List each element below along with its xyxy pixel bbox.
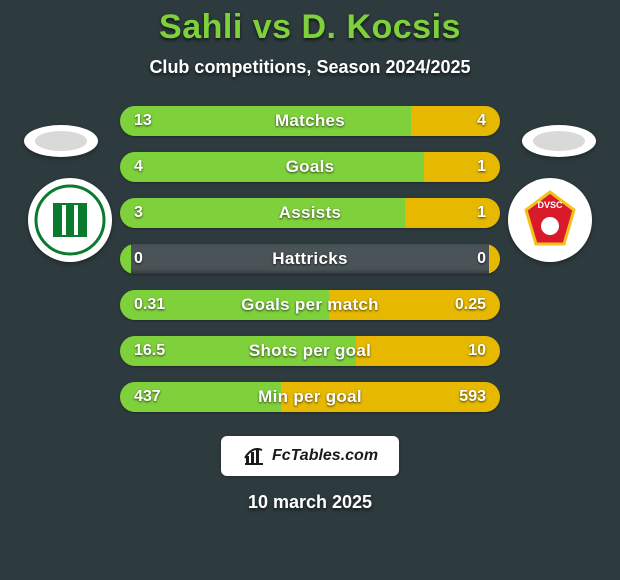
stat-row: 41Goals xyxy=(120,152,500,182)
watermark: FcTables.com xyxy=(221,436,399,476)
page-subtitle: Club competitions, Season 2024/2025 xyxy=(149,57,470,78)
person-silhouette-icon xyxy=(531,129,587,153)
club-right-logo: DVSC xyxy=(508,178,592,262)
stat-label: Matches xyxy=(120,106,500,136)
stat-row: 0.310.25Goals per match xyxy=(120,290,500,320)
stat-row: 437593Min per goal xyxy=(120,382,500,412)
stat-label: Goals per match xyxy=(120,290,500,320)
club-left-logo xyxy=(28,178,112,262)
player-right-avatar xyxy=(522,125,596,157)
club-badge-icon xyxy=(34,184,106,256)
svg-text:DVSC: DVSC xyxy=(537,200,563,210)
bar-chart-icon xyxy=(242,444,266,468)
comparison-card: Sahli vs D. Kocsis Club competitions, Se… xyxy=(0,0,620,580)
stat-row: 134Matches xyxy=(120,106,500,136)
stat-label: Hattricks xyxy=(120,244,500,274)
stat-label: Shots per goal xyxy=(120,336,500,366)
club-badge-icon: DVSC xyxy=(514,184,586,256)
stat-row: 16.510Shots per goal xyxy=(120,336,500,366)
stat-row: 00Hattricks xyxy=(120,244,500,274)
date-stamp: 10 march 2025 xyxy=(248,492,372,513)
stat-row: 31Assists xyxy=(120,198,500,228)
player-left-avatar xyxy=(24,125,98,157)
watermark-text: FcTables.com xyxy=(272,447,378,465)
stat-label: Min per goal xyxy=(120,382,500,412)
stat-label: Goals xyxy=(120,152,500,182)
stat-label: Assists xyxy=(120,198,500,228)
page-title: Sahli vs D. Kocsis xyxy=(159,8,461,47)
stat-bars: 134Matches 41Goals 31Assists 00Hattricks 0.3… xyxy=(120,106,500,428)
person-silhouette-icon xyxy=(33,129,89,153)
